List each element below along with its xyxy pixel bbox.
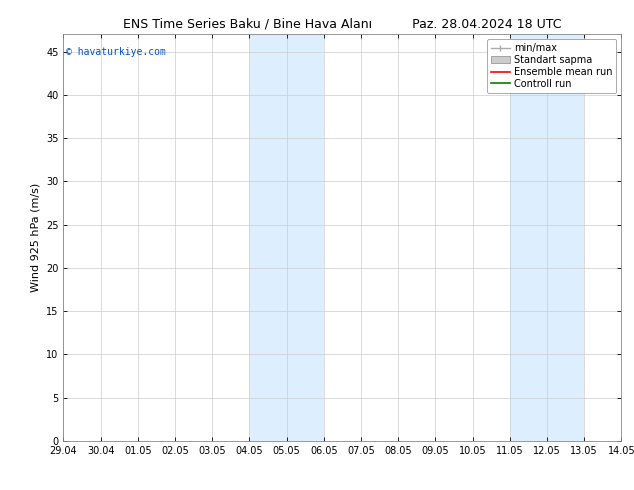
Legend: min/max, Standart sapma, Ensemble mean run, Controll run: min/max, Standart sapma, Ensemble mean r… — [487, 39, 616, 93]
Y-axis label: Wind 925 hPa (m/s): Wind 925 hPa (m/s) — [30, 183, 41, 292]
Bar — [249, 34, 324, 441]
Text: © havaturkiye.com: © havaturkiye.com — [66, 47, 166, 56]
Title: ENS Time Series Baku / Bine Hava Alanı          Paz. 28.04.2024 18 UTC: ENS Time Series Baku / Bine Hava Alanı P… — [123, 17, 562, 30]
Bar — [510, 34, 584, 441]
